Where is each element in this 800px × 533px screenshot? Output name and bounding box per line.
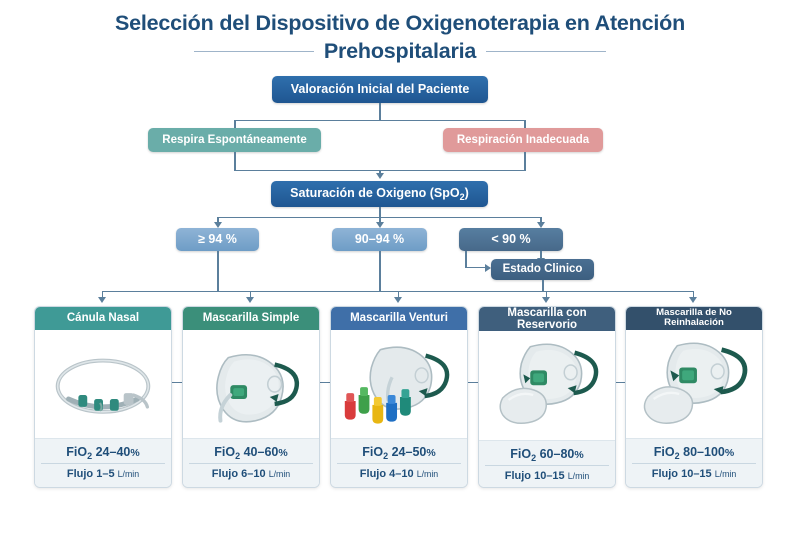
device-name-5: Mascarilla de No Reinhalación	[656, 307, 732, 329]
node-respira-espontaneamente-label: Respira Espontáneamente	[162, 133, 307, 146]
connector-drop-card-5	[693, 291, 695, 298]
connector-card1-card2	[172, 382, 188, 384]
connector-right-branch-down	[524, 152, 526, 171]
fio2-value-4: FiO2 60–80%	[485, 447, 609, 466]
flujo-value-3: Flujo 4–10 L/min	[359, 468, 439, 480]
node-sat-mayor-igual-94[interactable]: ≥ 94 %	[176, 228, 259, 251]
arrow-into-card-4	[542, 297, 551, 303]
arrow-into-card-5	[689, 297, 698, 303]
connector-sathigh-drop	[217, 251, 219, 292]
device-specs-1: FiO2 24–40% Flujo 1–5 L/min	[35, 438, 171, 487]
device-illustration-2	[183, 329, 319, 438]
title-rule-left	[193, 50, 314, 53]
device-name-1: Cánula Nasal	[66, 312, 140, 325]
connector-satlow-elbow-vertical	[465, 251, 467, 268]
node-sat-menor-90-label: < 90 %	[491, 231, 531, 246]
connector-satmid-drop	[379, 251, 381, 292]
node-sat-menor-90[interactable]: < 90 %	[459, 228, 563, 251]
device-card-mascarilla-reservorio[interactable]: Mascarilla con Reservorio FiO2 60–80% Fl…	[478, 306, 616, 488]
device-illustration-5	[626, 329, 762, 438]
connector-drop-card-4	[546, 291, 548, 298]
connector-satlow-elbow-horizontal	[465, 267, 487, 269]
fio2-value-3: FiO2 24–50%	[337, 445, 461, 464]
connector-drop-card-1	[102, 291, 104, 298]
connector-drop-card-2	[250, 291, 252, 298]
node-sat-90-94[interactable]: 90–94 %	[332, 228, 427, 251]
page-title: Selección del Dispositivo de Oxigenotera…	[0, 10, 800, 65]
device-card-header-1: Cánula Nasal	[35, 307, 171, 330]
connector-card4-card5	[615, 382, 631, 384]
connector-estado-drop	[542, 280, 544, 292]
device-specs-2: FiO2 40–60% Flujo 6–10 L/min	[183, 438, 319, 487]
arrow-into-card-2	[246, 297, 255, 303]
node-saturacion-oxigeno-label: Saturación de Oxigeno (SpO2)	[290, 186, 469, 203]
device-name-4: Mascarilla con Reservorio	[507, 307, 587, 332]
page-title-line-1: Selección del Dispositivo de Oxigenotera…	[114, 11, 686, 35]
connector-left-branch-down	[234, 152, 236, 171]
page-title-line-2-row: Prehospitalaria	[0, 38, 800, 65]
device-card-no-reinhalacion[interactable]: Mascarilla de No Reinhalación FiO2 80–10…	[625, 306, 763, 488]
flujo-value-1: Flujo 1–5 L/min	[66, 468, 140, 480]
flujo-value-2: Flujo 6–10 L/min	[211, 468, 291, 480]
connector-root-stem	[379, 103, 381, 121]
connector-root-bus	[235, 120, 525, 122]
device-card-header-2: Mascarilla Simple	[183, 307, 319, 330]
simple-mask-icon	[216, 353, 300, 423]
device-specs-4: FiO2 60–80% Flujo 10–15 L/min	[479, 439, 615, 487]
reservoir-mask-icon	[499, 343, 599, 425]
flujo-value-5: Flujo 10–15 L/min	[651, 468, 737, 480]
page-title-line-2: Prehospitalaria	[323, 39, 477, 63]
node-sat-mayor-igual-94-label: ≥ 94 %	[198, 231, 237, 246]
node-valoracion-inicial-label: Valoración Inicial del Paciente	[290, 81, 470, 96]
device-illustration-3	[331, 329, 467, 438]
connector-to-sat-mid	[379, 217, 381, 225]
arrow-to-sat-high	[213, 222, 222, 228]
fio2-value-5: FiO2 80–100%	[632, 445, 756, 464]
arrow-elbow-to-estado	[485, 263, 491, 272]
node-sat-90-94-label: 90–94 %	[354, 231, 405, 246]
device-card-canula-nasal[interactable]: Cánula Nasal FiO2 24–40% Flujo 1–5 L/min	[34, 306, 172, 488]
connector-to-sat-high	[217, 217, 219, 225]
arrow-into-card-1	[98, 297, 107, 303]
node-saturacion-oxigeno[interactable]: Saturación de Oxigeno (SpO2)	[271, 181, 488, 207]
arrow-to-spo2	[375, 173, 384, 179]
node-estado-clinico[interactable]: Estado Clinico	[491, 259, 594, 280]
fio2-value-2: FiO2 40–60%	[189, 445, 313, 464]
fio2-value-1: FiO2 24–40%	[41, 445, 165, 464]
device-card-header-5: Mascarilla de No Reinhalación	[626, 307, 762, 330]
connector-card3-card4	[468, 382, 484, 384]
node-valoracion-inicial[interactable]: Valoración Inicial del Paciente	[272, 76, 488, 103]
device-illustration-4	[479, 331, 615, 440]
title-rule-right	[486, 50, 607, 53]
device-card-header-3: Mascarilla Venturi	[331, 307, 467, 330]
device-name-3: Mascarilla Venturi	[350, 312, 448, 325]
device-specs-3: FiO2 24–50% Flujo 4–10 L/min	[331, 438, 467, 487]
device-card-mascarilla-simple[interactable]: Mascarilla Simple FiO2 40–60% Flujo 6–10…	[182, 306, 320, 488]
device-specs-5: FiO2 80–100% Flujo 10–15 L/min	[626, 438, 762, 487]
connector-to-sat-low	[540, 217, 542, 225]
connector-satlow-to-estado	[540, 251, 542, 260]
non-rebreather-mask-icon	[643, 342, 748, 424]
node-estado-clinico-label: Estado Clinico	[502, 263, 583, 276]
arrow-to-sat-low	[536, 222, 545, 228]
device-card-header-4: Mascarilla con Reservorio	[479, 307, 615, 332]
device-name-2: Mascarilla Simple	[202, 312, 300, 325]
node-respira-espontaneamente[interactable]: Respira Espontáneamente	[148, 128, 321, 152]
connector-to-right-branch	[524, 120, 526, 131]
device-card-mascarilla-venturi[interactable]: Mascarilla Venturi	[330, 306, 468, 488]
arrow-to-sat-mid	[375, 222, 384, 228]
node-respiracion-inadecuada[interactable]: Respiración Inadecuada	[443, 128, 603, 152]
connector-spo2-stem	[379, 207, 381, 218]
node-respiracion-inadecuada-label: Respiración Inadecuada	[456, 133, 590, 146]
connector-card2-card3	[320, 382, 336, 384]
connector-to-left-branch	[234, 120, 236, 131]
flujo-value-4: Flujo 10–15 L/min	[504, 469, 590, 482]
arrow-into-card-3	[394, 297, 403, 303]
venturi-mask-icon	[344, 346, 450, 424]
nasal-cannula-icon	[55, 358, 151, 414]
device-illustration-1	[35, 329, 171, 438]
connector-drop-card-3	[398, 291, 400, 298]
